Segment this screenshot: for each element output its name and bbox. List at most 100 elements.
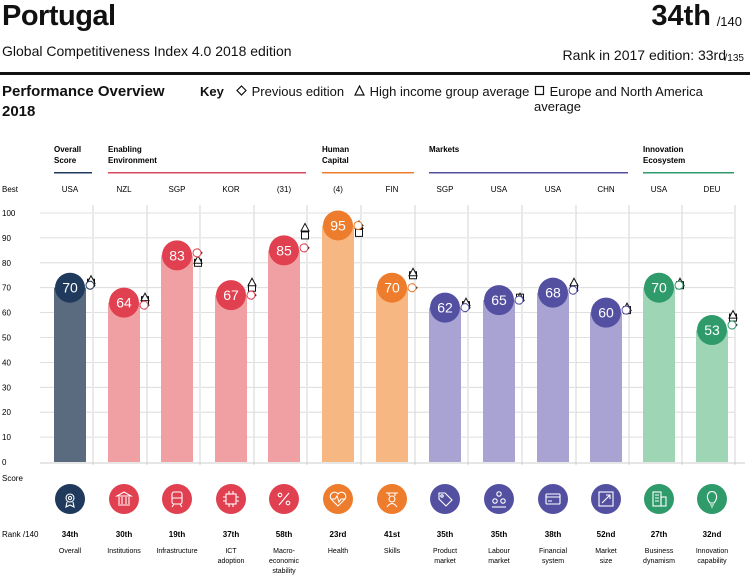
score-circle: [377, 272, 407, 303]
y-tick-label: 50: [2, 334, 11, 343]
header-divider: [0, 72, 750, 75]
gear-icon: [55, 484, 85, 514]
best-country: DEU: [704, 185, 721, 194]
previous-dot: [85, 280, 95, 290]
y-tick-label: 100: [2, 209, 16, 218]
group-underline: [643, 172, 734, 174]
y-tick-label: 30: [2, 383, 11, 392]
pillar-name: Health: [328, 548, 348, 555]
score-value: 70: [651, 280, 667, 296]
skills-icon-glyph: [386, 492, 398, 508]
score-label: Score: [2, 474, 23, 483]
y-tick-labels: 0 10 20 30 40 50 60 70 80 90 100: [2, 209, 16, 467]
best-country: USA: [62, 185, 79, 194]
previous-rank: Rank in 2017 edition: 33rd: [562, 47, 726, 63]
triangle-icon: [354, 84, 365, 96]
skills-icon: [377, 484, 407, 514]
pillar-name: market: [434, 558, 455, 565]
card-icon: [538, 484, 568, 514]
pillar-name: Innovation: [696, 548, 728, 555]
score-bar: [537, 292, 569, 462]
score-bar: [696, 330, 728, 462]
europe-average-marker: [355, 228, 363, 237]
square-icon: [534, 85, 545, 96]
report-subtitle: Global Competitiveness Index 4.0 2018 ed…: [2, 43, 292, 59]
score-value: 65: [491, 292, 507, 308]
score-bar: [643, 287, 675, 462]
best-country: USA: [545, 185, 562, 194]
pillar-name: Infrastructure: [156, 548, 197, 555]
section-title-line1: Performance Overview: [2, 83, 165, 100]
institution-icon-glyph: [114, 491, 134, 506]
score-bar: [590, 312, 622, 462]
score-value: 95: [330, 217, 346, 233]
score-bar: [376, 287, 408, 462]
diamond-icon: [236, 85, 247, 96]
pillar-name: dynamism: [643, 558, 675, 565]
chip-icon: [216, 484, 246, 514]
expand-icon-glyph: [598, 491, 614, 507]
high-income-marker: [728, 309, 738, 319]
score-value: 68: [545, 285, 561, 301]
score-value: 70: [62, 280, 78, 296]
group-title: Score: [54, 156, 77, 165]
score-bar: [215, 295, 247, 462]
pillar-rank: 52nd: [597, 530, 616, 539]
group-underline: [429, 172, 628, 174]
train-icon-glyph: [171, 491, 183, 508]
score-circle: [216, 280, 246, 311]
pillar-name: capability: [697, 558, 727, 565]
pillar-name: Market: [595, 548, 616, 555]
best-country: SGP: [437, 185, 454, 194]
best-country: KOR: [222, 185, 240, 194]
pillar-name: Labour: [488, 548, 510, 555]
gear-icon-glyph: [65, 493, 75, 508]
score-circle: [162, 240, 192, 271]
rank-total: /140: [716, 14, 742, 29]
y-tick-label: 80: [2, 259, 11, 268]
y-tick-label: 70: [2, 284, 11, 293]
y-tick-label: 90: [2, 234, 11, 243]
key-europe: Europe and North America average: [534, 84, 750, 114]
score-value: 67: [223, 287, 239, 303]
previous-dot: [192, 248, 202, 258]
y-tick-label: 40: [2, 358, 11, 367]
group-title: Enabling: [108, 145, 142, 154]
score-value: 64: [116, 295, 132, 311]
people-icon: [484, 484, 514, 514]
previous-dot: [674, 280, 684, 290]
key-previous-label: Previous edition: [251, 84, 345, 99]
card-icon-glyph: [545, 493, 561, 505]
score-circle: [644, 272, 674, 303]
y-tick-label: 60: [2, 309, 11, 318]
pillar-name: Financial: [539, 548, 567, 555]
group-headers: Overall Score Enabling Environment Human Capi…: [54, 145, 734, 174]
score-bar: [268, 250, 300, 462]
pillar-name: market: [488, 558, 509, 565]
high-income-marker: [408, 267, 418, 277]
people-icon-glyph: [492, 491, 506, 508]
score-bar: [161, 255, 193, 462]
score-circle: [697, 315, 727, 346]
pillar-rank: 35th: [437, 530, 454, 539]
best-country: USA: [651, 185, 668, 194]
pillar-name: Institutions: [107, 548, 141, 555]
score-circle: [484, 285, 514, 316]
high-income-marker: [569, 277, 579, 287]
previous-dot: [299, 243, 309, 253]
bulb-icon-glyph: [706, 491, 718, 508]
pillar-rank: 41st: [384, 530, 400, 539]
europe-average-marker: [301, 231, 309, 240]
pillar-name: Macro-: [273, 548, 295, 555]
score-value: 83: [169, 247, 185, 263]
best-country: USA: [491, 185, 508, 194]
section-title: Performance Overview 2018: [2, 82, 165, 122]
score-bar: [483, 300, 515, 462]
best-country: CHN: [597, 185, 615, 194]
key-previous: Previous edition: [236, 84, 344, 99]
pillar-name: size: [600, 558, 613, 565]
previous-dot: [460, 303, 470, 313]
group-title: Markets: [429, 145, 460, 154]
bars: USA 70 34th Overall NZL 64 30th Institutions SGP…: [54, 185, 738, 575]
percent-icon-glyph: [277, 492, 291, 506]
